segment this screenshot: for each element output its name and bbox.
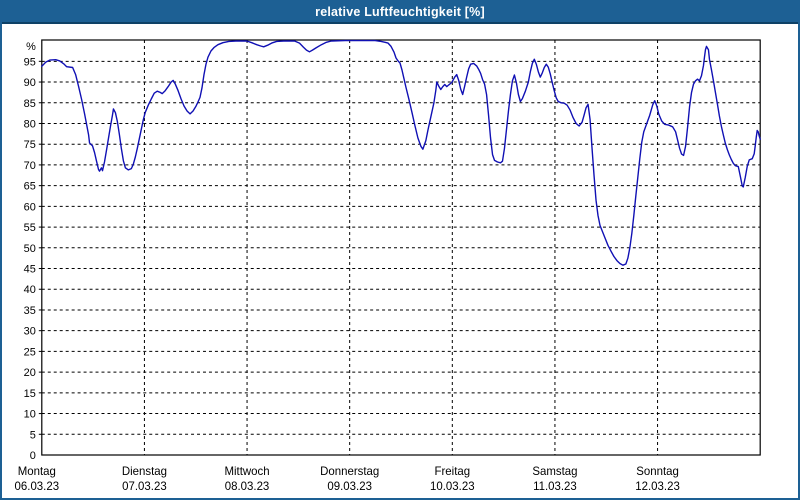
window-title: relative Luftfeuchtigkeit [%] (315, 5, 485, 19)
y-axis-label: 90 (24, 77, 36, 89)
y-axis-label: 75 (24, 139, 36, 151)
x-axis-date-label: 08.03.23 (225, 481, 270, 493)
x-axis-day-label: Freitag (435, 466, 471, 478)
title-bar: relative Luftfeuchtigkeit [%] (2, 2, 798, 24)
y-axis-label: 40 (24, 284, 36, 296)
y-axis-label: 50 (24, 243, 36, 255)
y-axis-label: 10 (24, 409, 36, 421)
y-axis-label: 5 (30, 429, 36, 441)
y-axis-label: 55 (24, 222, 36, 234)
x-axis-day-label: Mittwoch (224, 466, 269, 478)
x-axis-date-label: 10.03.23 (430, 481, 475, 493)
y-axis-unit-label: % (26, 41, 36, 53)
y-axis-label: 70 (24, 160, 36, 172)
y-axis-label: 20 (24, 367, 36, 379)
y-axis-label: 60 (24, 201, 36, 213)
x-axis-day-label: Montag (18, 466, 56, 478)
y-axis-label: 95 (24, 56, 36, 68)
x-axis-date-label: 06.03.23 (15, 481, 60, 493)
x-axis-day-label: Donnerstag (320, 466, 379, 478)
x-axis-date-label: 11.03.23 (533, 481, 577, 493)
y-axis-label: 15 (24, 388, 36, 400)
x-axis-day-label: Dienstag (122, 466, 167, 478)
y-axis-label: 35 (24, 305, 36, 317)
x-axis-date-label: 09.03.23 (327, 481, 372, 493)
humidity-line (41, 39, 761, 266)
plot-border (41, 39, 761, 456)
y-axis-label: 30 (24, 326, 36, 338)
x-axis-date-label: 12.03.23 (635, 481, 680, 493)
y-axis-label: 65 (24, 181, 36, 193)
y-axis-label: 45 (24, 263, 36, 275)
x-axis-date-label: 07.03.23 (122, 481, 167, 493)
humidity-chart: 0 5 10 15 20 25 30 35 40 45 50 55 60 65 70 75 80 85 90 95% M… (2, 24, 798, 498)
y-axis-label: 25 (24, 346, 36, 358)
y-axis-label: 80 (24, 118, 36, 130)
y-axis-label: 85 (24, 98, 36, 110)
y-axis-label: 0 (30, 450, 36, 462)
x-axis-day-label: Sonntag (636, 466, 679, 478)
x-axis-day-label: Samstag (532, 466, 577, 478)
